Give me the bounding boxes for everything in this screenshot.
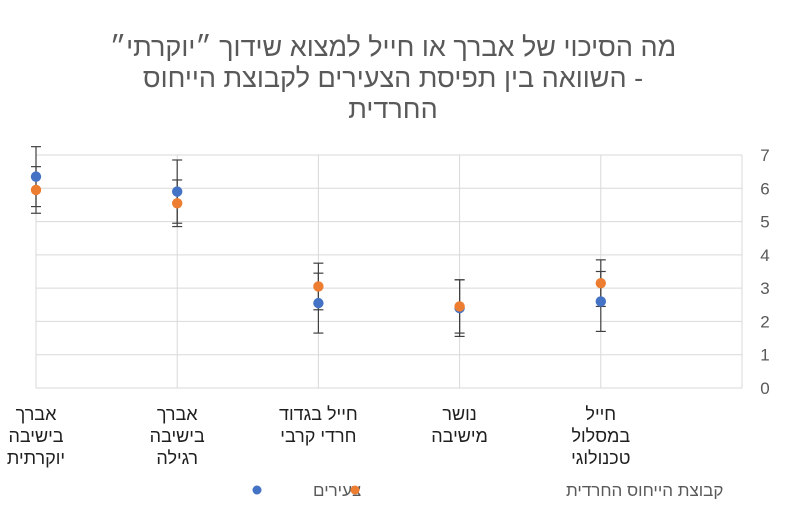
category-label: אברך בישיבה יוקרתית <box>7 404 65 468</box>
data-point-series-2 <box>30 184 42 196</box>
legend-marker-series-2 <box>350 485 360 495</box>
data-point-series-2 <box>172 198 183 209</box>
data-point-series-1 <box>30 171 42 182</box>
legend-label-series-2: קבוצת הייחוס החרדית <box>566 481 723 500</box>
y-tick-label: 2 <box>760 312 769 331</box>
legend-marker-series-1 <box>252 485 262 495</box>
legend: צעירים קבוצת הייחוס החרדית <box>252 481 723 500</box>
chart-title-line-3: החרדית <box>348 94 437 124</box>
y-tick-label: 6 <box>760 179 769 198</box>
data-points <box>30 171 606 314</box>
data-point-series-2 <box>454 301 465 312</box>
y-tick-label: 7 <box>760 146 769 165</box>
category-label: חייל בגדוד חרדי קרבי <box>279 404 358 446</box>
data-point-series-1 <box>313 297 324 309</box>
data-point-series-2 <box>313 281 324 292</box>
category-label: נושר מישיבה <box>431 404 488 446</box>
data-point-series-1 <box>172 186 183 197</box>
y-tick-label: 3 <box>760 279 769 298</box>
category-label: אברך בישיבה רגילה <box>150 404 205 468</box>
chart-title: מה הסיכוי של אברך או חייל למצוא שידוך ״י… <box>110 32 676 124</box>
y-tick-label: 1 <box>760 346 769 365</box>
category-label: חייל במסלול טכנולוגי <box>571 404 630 468</box>
data-point-series-1 <box>595 296 606 307</box>
y-axis-ticks: 0 1 2 3 4 5 6 7 <box>760 146 769 398</box>
y-tick-label: 0 <box>760 379 769 398</box>
y-tick-label: 5 <box>760 213 769 232</box>
chart-title-line-1: מה הסיכוי של אברך או חייל למצוא שידוך ״י… <box>110 32 676 62</box>
x-axis-categories: חייל במסלול טכנולוגי נושר מישיבה חייל בגדוד חר… <box>7 404 631 468</box>
chart-title-line-2: - השוואה בין תפיסת הצעירים לקבוצת הייחוס <box>143 63 643 93</box>
gridlines <box>35 154 743 389</box>
y-tick-label: 4 <box>760 246 769 265</box>
data-point-series-2 <box>595 277 606 289</box>
legend-label-series-1: צעירים <box>313 481 361 500</box>
